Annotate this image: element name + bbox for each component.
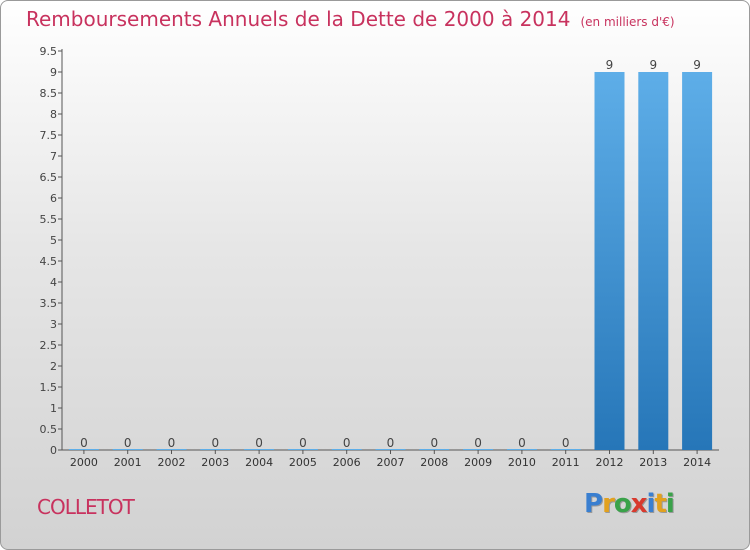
y-tick-label: 1 [50,402,57,415]
y-tick-label: 8 [50,108,57,121]
logo-letter: r [602,489,615,519]
logo-letter: P [584,489,603,519]
y-tick-label: 2 [50,360,57,373]
bar [682,72,713,450]
data-label: 0 [430,436,438,450]
logo-letter: t [654,489,666,519]
x-tick-label: 2011 [552,456,580,469]
y-tick-label: 7 [50,150,57,163]
data-label: 0 [518,436,526,450]
x-tick-label: 2012 [596,456,624,469]
x-tick-label: 2005 [289,456,317,469]
y-tick-label: 4 [50,276,57,289]
x-tick-label: 2006 [333,456,361,469]
x-tick-label: 2002 [158,456,186,469]
y-tick-label: 9 [50,66,57,79]
y-tick-label: 8.5 [40,87,58,100]
y-tick-label: 1.5 [40,381,58,394]
y-tick-label: 2.5 [40,339,58,352]
y-tick-label: 5.5 [40,213,58,226]
data-label: 0 [124,436,132,450]
logo-letter: o [613,489,632,519]
y-tick-label: 6.5 [40,171,58,184]
data-label: 0 [211,436,219,450]
y-tick-label: 3 [50,318,57,331]
logo-letter: i [646,489,656,519]
data-label: 0 [255,436,263,450]
y-tick-label: 3.5 [40,297,58,310]
x-tick-label: 2008 [420,456,448,469]
data-label: 0 [343,436,351,450]
data-label: 0 [168,436,176,450]
y-tick-label: 6 [50,192,57,205]
proxiti-logo: Proxiti [584,489,675,519]
chart-subtitle: (en milliers d'€) [580,15,675,29]
data-label: 0 [299,436,307,450]
x-tick-label: 2014 [683,456,711,469]
x-tick-label: 2000 [70,456,98,469]
title-row: Remboursements Annuels de la Dette de 20… [26,7,675,31]
y-tick-label: 0 [50,444,57,457]
data-label: 0 [387,436,395,450]
data-label: 9 [693,58,701,72]
y-tick-label: 7.5 [40,129,58,142]
data-label: 0 [80,436,88,450]
y-tick-label: 9.5 [40,45,58,58]
x-tick-label: 2010 [508,456,536,469]
y-tick-label: 4.5 [40,255,58,268]
y-tick-label: 0.5 [40,423,58,436]
logo-letter: i [665,489,675,519]
commune-name: COLLETOT [37,495,135,519]
x-tick-label: 2001 [114,456,142,469]
bar [638,72,669,450]
x-tick-label: 2003 [201,456,229,469]
data-label: 0 [474,436,482,450]
bar [594,72,625,450]
data-label: 0 [562,436,570,450]
data-label: 9 [606,58,614,72]
x-tick-label: 2004 [245,456,273,469]
x-tick-label: 2009 [464,456,492,469]
y-tick-label: 5 [50,234,57,247]
x-tick-label: 2013 [639,456,667,469]
x-tick-label: 2007 [377,456,405,469]
data-label: 9 [649,58,657,72]
chart-title: Remboursements Annuels de la Dette de 20… [26,7,571,31]
logo-letter: x [630,489,648,519]
